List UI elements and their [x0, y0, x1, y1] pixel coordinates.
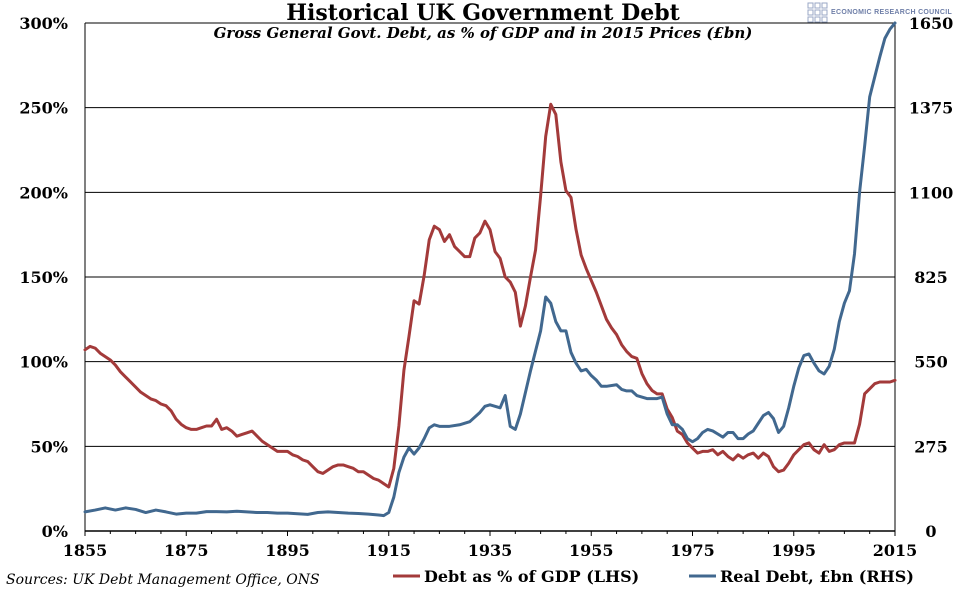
series-line-real-debt: [83, 21, 897, 518]
chart-title: Historical UK Government Debt: [286, 0, 680, 26]
y-right-tick-label: 1650: [909, 14, 954, 33]
x-tick-label: 1895: [265, 541, 310, 560]
source-note: Sources: UK Debt Management Office, ONS: [6, 572, 320, 588]
brand-name: ECONOMIC RESEARCH COUNCIL: [831, 9, 952, 16]
y-left-tick-label: 300%: [19, 14, 68, 33]
x-tick-label: 1875: [164, 541, 209, 560]
y-right-tick-label: 825: [914, 268, 947, 287]
x-tick-label: 1995: [771, 541, 816, 560]
brand-logo: ECONOMIC RESEARCH COUNCIL: [807, 2, 952, 23]
y-left-tick-label: 150%: [19, 268, 68, 287]
series-lines: [83, 21, 897, 518]
x-tick-label: 1915: [366, 541, 411, 560]
y-left-tick-label: 250%: [19, 99, 68, 118]
x-tick-label: 1955: [569, 541, 614, 560]
y-right-tick-label: 1100: [909, 183, 954, 202]
y-axis-left-ticks: 0% 50% 100% 150% 200% 250% 300%: [19, 14, 68, 541]
series-line-debt-pct: [83, 102, 897, 489]
chart-subtitle: Gross General Govt. Debt, as % of GDP an…: [214, 24, 753, 42]
x-tick-label: 2015: [873, 541, 918, 560]
legend-item-real-debt: Real Debt, £bn (RHS): [689, 567, 914, 586]
x-axis-ticks: 1855 1875 1895 1915 1935 1955 1975 1995 2015: [63, 531, 918, 560]
x-tick-label: 1975: [670, 541, 715, 560]
brand-logo-icon: [807, 2, 828, 23]
y-left-tick-label: 50%: [31, 437, 68, 456]
legend: Debt as % of GDP (LHS) Real Debt, £bn (R…: [393, 567, 914, 586]
y-axis-right-ticks: 0 275 550 825 1100 1375 1650: [909, 14, 954, 541]
legend-label-real-debt: Real Debt, £bn (RHS): [720, 567, 914, 586]
legend-label-debt-pct: Debt as % of GDP (LHS): [424, 567, 639, 586]
legend-item-debt-pct: Debt as % of GDP (LHS): [393, 567, 639, 586]
x-tick-label: 1935: [468, 541, 513, 560]
y-right-tick-label: 1375: [909, 99, 954, 118]
y-left-tick-label: 100%: [19, 353, 68, 372]
x-tick-label: 1855: [63, 541, 108, 560]
y-left-tick-label: 200%: [19, 183, 68, 202]
y-right-tick-label: 550: [914, 353, 947, 372]
y-right-tick-label: 0: [925, 522, 936, 541]
y-left-tick-label: 0%: [42, 522, 68, 541]
y-right-tick-label: 275: [914, 437, 947, 456]
gridlines: [85, 22, 895, 532]
